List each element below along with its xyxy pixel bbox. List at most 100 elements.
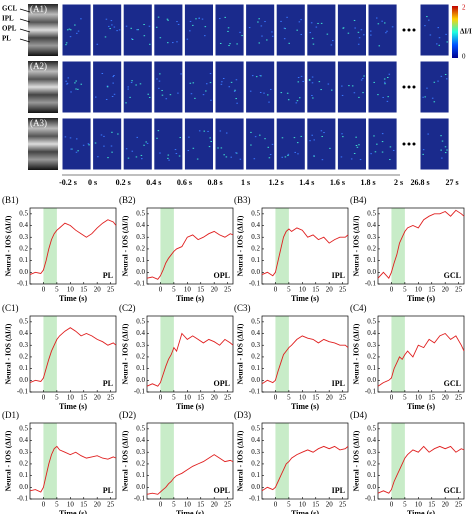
heatmap-speck: [65, 80, 67, 82]
heatmap-speck: [298, 21, 301, 23]
heatmap-speck: [376, 143, 378, 145]
heatmap-speck: [143, 144, 145, 146]
heatmap-speck: [312, 97, 314, 99]
heatmap-speck: [66, 82, 69, 84]
x-tick-label: 25: [339, 286, 347, 294]
heatmap-speck: [298, 97, 301, 99]
heatmap-speck: [386, 30, 388, 32]
time-label: 0.4 s: [146, 178, 161, 187]
heatmap-speck: [422, 149, 425, 151]
y-tick-label: 0.1: [136, 364, 145, 372]
time-label: 1.6 s: [330, 178, 345, 187]
layer-label: OPL: [214, 271, 230, 280]
heatmap-speck: [330, 89, 333, 91]
y-tick-label: 0.2: [367, 353, 376, 361]
x-tick-label: 10: [67, 286, 75, 294]
heatmap-frame: [306, 60, 337, 114]
x-axis-label: Time (s): [176, 402, 204, 411]
heatmap-speck: [217, 147, 219, 149]
heatmap-speck: [286, 92, 289, 94]
time-label: 2 s: [394, 178, 403, 187]
stimulus-span: [43, 208, 57, 284]
y-tick-label: 0.3: [19, 341, 28, 349]
heatmap-speck: [382, 96, 384, 98]
heatmap-speck: [131, 150, 134, 152]
heatmap-speck: [209, 82, 212, 84]
heatmap-speck: [100, 134, 103, 136]
signal-line: [146, 454, 234, 495]
heatmap-speck: [97, 156, 99, 158]
heatmap-frame: [336, 60, 367, 114]
heatmap-speck: [300, 135, 303, 137]
heatmap-speck: [204, 35, 206, 37]
heatmap-speck: [159, 37, 162, 39]
heatmap-speck: [358, 144, 360, 146]
heatmap-speck: [75, 88, 77, 90]
x-tick-label: 10: [415, 501, 423, 509]
time-label: 26.8 s: [410, 178, 429, 187]
y-tick-label: -0.1: [134, 388, 146, 396]
heatmap-speck: [219, 18, 221, 20]
heatmap-speck: [362, 78, 364, 80]
heatmap-frame: [275, 3, 306, 57]
heatmap-speck: [228, 45, 230, 47]
heatmap-speck: [116, 30, 118, 32]
heatmap-speck: [257, 21, 259, 23]
y-tick-label: 0.1: [136, 471, 145, 479]
heatmap-speck: [281, 137, 284, 139]
x-tick-label: 25: [224, 501, 232, 509]
heatmap-speck: [377, 23, 380, 25]
heatmap-speck: [288, 42, 290, 44]
y-tick-label: 0.4: [367, 436, 376, 444]
heatmap-speck: [143, 35, 146, 37]
heatmap-speck: [190, 93, 193, 95]
y-tick-label: -0.1: [249, 388, 261, 396]
time-label: 1.2 s: [269, 178, 284, 187]
heatmap-speck: [195, 18, 197, 20]
heatmap-speck: [444, 74, 447, 76]
heatmap-speck: [311, 37, 314, 39]
y-tick-label: 0.4: [19, 436, 28, 444]
heatmap-speck: [321, 136, 323, 138]
y-tick-label: 0.1: [136, 256, 145, 264]
heatmap-speck: [156, 78, 158, 80]
heatmap-speck: [156, 137, 158, 139]
heatmap-speck: [281, 156, 283, 158]
heatmap-speck: [391, 26, 394, 28]
y-tick-label: 0.1: [251, 256, 260, 264]
y-axis-label: Neural - IOS (ΔI/I): [4, 323, 13, 384]
y-tick-label: 0.3: [251, 448, 260, 456]
colorbar-min: 0: [462, 53, 466, 61]
y-tick-label: 0.1: [19, 471, 28, 479]
x-tick-label: 5: [172, 501, 176, 509]
x-tick-label: 20: [94, 286, 102, 294]
heatmap-speck: [127, 157, 130, 159]
y-tick-label: 0.0: [367, 483, 376, 491]
heatmap-speck: [112, 76, 115, 78]
x-tick-label: 0: [42, 501, 46, 509]
time-label: 1 s: [241, 178, 250, 187]
heatmap-speck: [130, 82, 133, 84]
layer-label: OPL: [2, 25, 17, 33]
heatmap-speck: [362, 92, 364, 94]
y-tick-label: -0.1: [17, 388, 29, 396]
heatmap-speck: [363, 75, 365, 77]
plot-frame: [146, 422, 234, 500]
heatmap-speck: [249, 90, 252, 92]
heatmap-speck: [109, 28, 111, 30]
x-tick-label: 20: [326, 501, 334, 509]
heatmap-speck: [354, 27, 356, 29]
plot-frame: [29, 315, 117, 393]
heatmap-speck: [359, 159, 362, 161]
heatmap-speck: [426, 16, 428, 18]
heatmap-speck: [166, 18, 169, 20]
heatmap-speck: [315, 26, 318, 28]
heatmap-speck: [320, 22, 323, 24]
y-tick-label: 0.4: [136, 329, 145, 337]
x-tick-label: 15: [428, 286, 436, 294]
heatmap-speck: [228, 86, 231, 88]
stimulus-span: [160, 208, 174, 284]
heatmap-speck: [165, 98, 168, 100]
y-tick-label: 0.5: [136, 424, 145, 432]
x-tick-label: 20: [442, 394, 450, 402]
